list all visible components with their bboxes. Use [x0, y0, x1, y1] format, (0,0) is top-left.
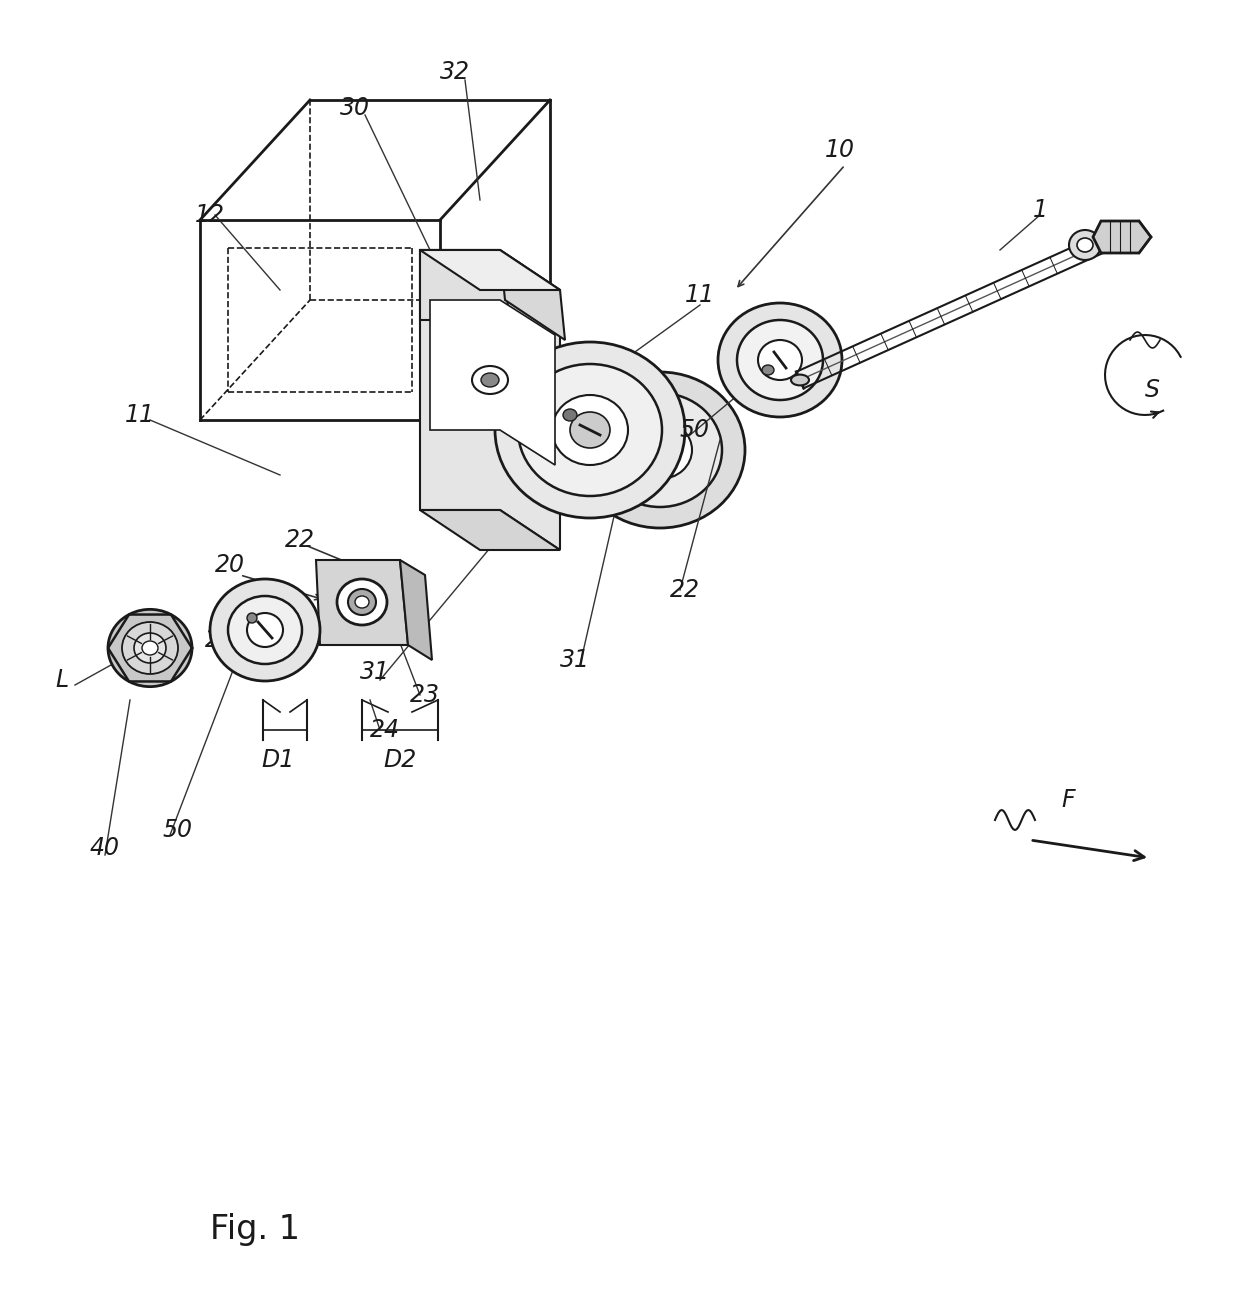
Text: 11: 11: [684, 283, 715, 307]
Ellipse shape: [228, 597, 303, 663]
Ellipse shape: [563, 409, 577, 421]
Polygon shape: [420, 250, 510, 320]
Ellipse shape: [552, 395, 627, 465]
Ellipse shape: [518, 364, 662, 496]
Text: Fig. 1: Fig. 1: [210, 1214, 300, 1247]
Ellipse shape: [570, 412, 610, 448]
Text: 23: 23: [410, 683, 440, 707]
Text: 21: 21: [205, 628, 236, 652]
Polygon shape: [420, 250, 560, 290]
Text: 31: 31: [560, 648, 590, 673]
Ellipse shape: [247, 614, 257, 623]
Polygon shape: [1092, 222, 1151, 253]
Text: 20: 20: [215, 553, 246, 577]
Polygon shape: [401, 560, 432, 659]
Text: 22: 22: [670, 578, 701, 602]
Text: 31: 31: [360, 659, 391, 684]
Ellipse shape: [627, 421, 692, 479]
Text: 50: 50: [680, 418, 711, 442]
Ellipse shape: [348, 589, 376, 615]
Text: 24: 24: [370, 718, 401, 742]
Text: 1: 1: [1033, 198, 1048, 222]
Ellipse shape: [481, 374, 498, 387]
Ellipse shape: [134, 633, 166, 663]
Polygon shape: [500, 250, 565, 340]
Ellipse shape: [598, 393, 722, 507]
Text: 30: 30: [340, 96, 370, 121]
Ellipse shape: [791, 375, 808, 385]
Ellipse shape: [472, 366, 508, 395]
Text: 40: 40: [91, 836, 120, 860]
Ellipse shape: [758, 340, 802, 380]
Text: D1: D1: [262, 749, 295, 772]
Ellipse shape: [718, 303, 842, 417]
Polygon shape: [420, 510, 560, 551]
Text: S: S: [1145, 378, 1159, 402]
Text: 50: 50: [162, 818, 193, 842]
Text: L: L: [56, 669, 68, 692]
Ellipse shape: [575, 372, 745, 528]
Text: F: F: [1061, 788, 1075, 812]
Text: 12: 12: [195, 203, 224, 227]
Ellipse shape: [495, 342, 684, 518]
Ellipse shape: [247, 614, 283, 648]
Polygon shape: [430, 300, 556, 465]
Ellipse shape: [210, 579, 320, 680]
Text: 11: 11: [125, 402, 155, 427]
Ellipse shape: [1069, 229, 1101, 260]
Ellipse shape: [763, 364, 774, 375]
Ellipse shape: [737, 320, 823, 400]
Text: 10: 10: [825, 138, 856, 163]
Polygon shape: [420, 250, 560, 551]
Ellipse shape: [108, 610, 192, 687]
Polygon shape: [316, 560, 408, 645]
Text: 32: 32: [440, 60, 470, 84]
Text: D2: D2: [383, 749, 417, 772]
Ellipse shape: [143, 641, 157, 656]
Text: 22: 22: [285, 528, 315, 552]
Ellipse shape: [1078, 239, 1092, 252]
Ellipse shape: [355, 597, 370, 608]
Ellipse shape: [122, 621, 179, 674]
Ellipse shape: [337, 579, 387, 625]
